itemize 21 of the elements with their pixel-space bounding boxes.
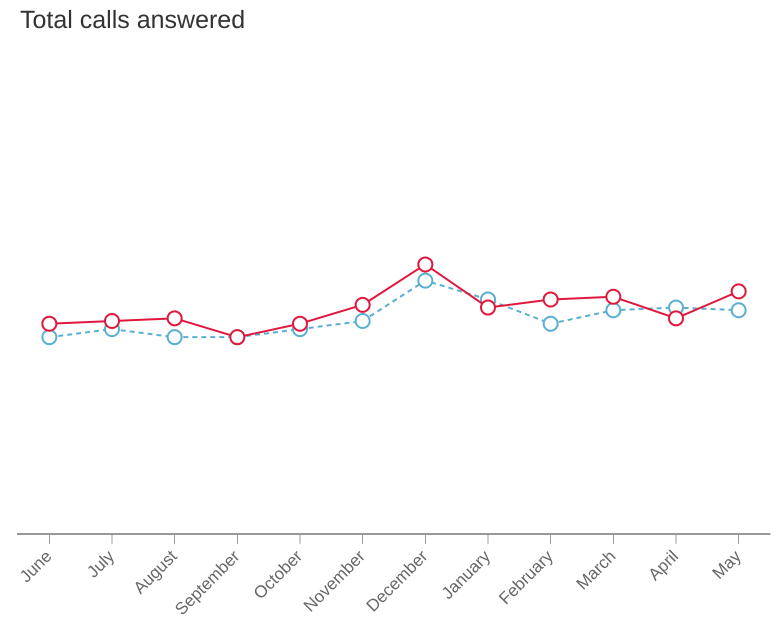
- point: [166, 310, 183, 326]
- point: [41, 329, 58, 346]
- point: [542, 316, 559, 332]
- point: [730, 302, 747, 318]
- point: [730, 283, 747, 300]
- point: [417, 256, 434, 272]
- point: [104, 313, 120, 330]
- point: [292, 316, 308, 332]
- chart-title: Total calls answered: [20, 6, 246, 35]
- point: [542, 291, 559, 308]
- point: [480, 300, 496, 316]
- point: [166, 329, 183, 346]
- point: [605, 302, 622, 318]
- point: [41, 316, 58, 332]
- point: [417, 272, 434, 289]
- point: [605, 288, 622, 305]
- point: [354, 296, 371, 313]
- x-tick-label: May: [708, 546, 746, 583]
- x-tick-label: July: [83, 546, 118, 582]
- point: [354, 313, 371, 330]
- point: [668, 310, 684, 326]
